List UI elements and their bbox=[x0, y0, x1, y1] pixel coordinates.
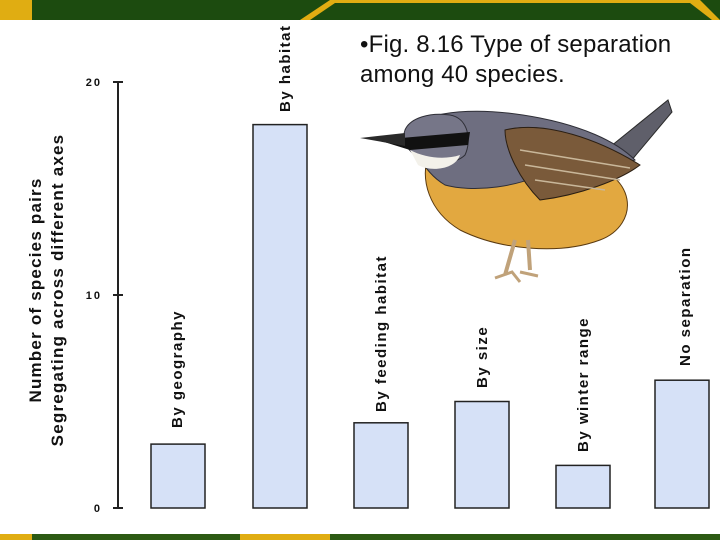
y-tick-label: 20 bbox=[86, 77, 102, 89]
nuthatch-bird-icon bbox=[360, 99, 673, 283]
bar-by-feeding-habitat bbox=[353, 422, 409, 509]
bars-group bbox=[150, 123, 710, 509]
y-axis-title: Number of species pairs Segregating acros… bbox=[26, 134, 67, 447]
category-label: By size bbox=[474, 326, 491, 388]
category-labels: By geography By habitat By feeding habitat… bbox=[169, 24, 694, 452]
y-axis-title-line: Segregating across different axes bbox=[48, 134, 67, 447]
category-label: By geography bbox=[169, 310, 186, 428]
top-band bbox=[0, 0, 720, 20]
chart-title: •Fig. 8.16 Type of separation among 40 s… bbox=[360, 30, 690, 90]
category-label: By feeding habitat bbox=[373, 255, 390, 412]
y-tick-label: 10 bbox=[86, 290, 102, 302]
chart-title-line-2: among 40 species. bbox=[360, 61, 565, 88]
bar-by-habitat bbox=[252, 123, 308, 509]
bar-no-separation bbox=[654, 379, 710, 509]
bar-by-geography bbox=[150, 443, 206, 509]
y-axis: 0 10 20 bbox=[86, 77, 123, 515]
chart-title-line-1: •Fig. 8.16 Type of separation bbox=[360, 31, 672, 58]
y-tick-label: 0 bbox=[94, 503, 102, 515]
category-label: By habitat bbox=[277, 24, 294, 112]
y-axis-title-line: Number of species pairs bbox=[26, 177, 45, 402]
bar-by-winter-range bbox=[555, 464, 611, 509]
category-label: By winter range bbox=[575, 317, 592, 452]
bar-by-size bbox=[454, 400, 510, 509]
bottom-band bbox=[0, 534, 720, 540]
category-label: No separation bbox=[677, 246, 694, 366]
